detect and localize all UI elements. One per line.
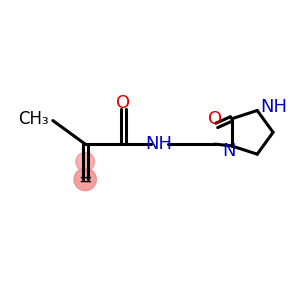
Text: NH: NH xyxy=(261,98,288,116)
Text: CH₃: CH₃ xyxy=(18,110,48,128)
Text: O: O xyxy=(208,110,222,128)
Text: N: N xyxy=(222,142,236,160)
Text: O: O xyxy=(116,94,130,112)
Circle shape xyxy=(76,152,94,171)
Text: NH: NH xyxy=(145,135,172,153)
Circle shape xyxy=(74,168,96,190)
Text: =: = xyxy=(78,170,92,188)
